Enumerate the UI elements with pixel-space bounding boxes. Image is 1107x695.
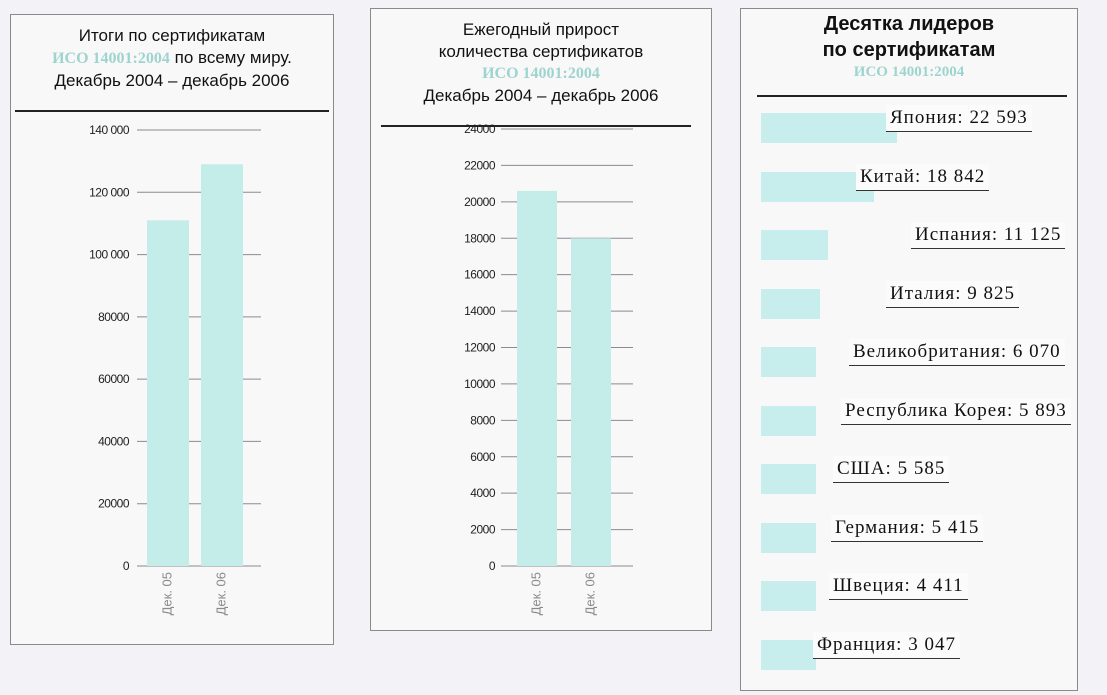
total-certificates-panel: Итоги по сертификатам ИСО 14001:2004 по … (10, 14, 334, 645)
chart1-title-line2-rest: по всему миру. (169, 48, 292, 67)
leader-bar (761, 464, 816, 494)
chart2-ytick-label: 14000 (464, 304, 496, 318)
leader-bar (761, 581, 816, 611)
leader-bar (761, 171, 875, 202)
chart3-title-line2: по сертификатам (822, 39, 996, 61)
chart1-plot: 0 20000 40000 60000 80000 100 000 120 000 140 0… (89, 123, 261, 615)
chart2-title-line4: Декабрь 2004 – декабрь 2006 (423, 86, 659, 105)
leader-bar (761, 113, 897, 143)
leader-bar (761, 639, 816, 670)
chart2-title-line2: количества сертификатов (438, 42, 644, 61)
chart1-ytick-label: 140 000 (89, 123, 130, 137)
leader-bar (761, 347, 816, 377)
chart2-title: Ежегодный прирост количества сертификато… (371, 19, 711, 107)
chart2-ytick-label: 4000 (470, 486, 496, 500)
leader-label: Испания: 11 125 (911, 222, 1066, 249)
chart2-ytick-label: 18000 (464, 231, 496, 245)
leader-label: Германия: 5 415 (831, 514, 984, 542)
chart1-bar (147, 220, 189, 567)
leader-label: Япония: 22 593 (886, 105, 1032, 132)
chart2-ytick-label: 6000 (470, 450, 496, 464)
leader-bar (761, 405, 816, 436)
leader-bar (761, 288, 821, 319)
leader-label: США: 5 585 (833, 456, 950, 483)
chart2-ytick-label: 12000 (464, 341, 496, 355)
leader-label: Китай: 18 842 (856, 163, 990, 191)
chart1-title-line1: Итоги по сертификатам (78, 26, 266, 45)
chart3-title: Десятка лидеров по сертификатам ИСО 1400… (741, 11, 1077, 81)
chart1-bar (201, 164, 243, 566)
leader-bar (761, 522, 816, 553)
chart2-bar (571, 238, 611, 566)
chart2-ytick-label: 20000 (464, 195, 496, 209)
chart2-ytick-label: 0 (489, 559, 496, 573)
chart1-ytick-label: 40000 (98, 434, 130, 448)
chart2-xcat-label: Дек. 06 (582, 572, 597, 615)
chart1-ytick-label: 60000 (98, 372, 130, 386)
chart3-title-rule (757, 95, 1067, 97)
leader-bar (761, 230, 828, 260)
chart1-title: Итоги по сертификатам ИСО 14001:2004 по … (11, 25, 333, 92)
chart2-ytick-label: 2000 (470, 523, 496, 537)
leader-label: Швеция: 4 411 (829, 573, 968, 600)
chart2-ytick-label: 8000 (470, 413, 496, 427)
chart2-ytick-label: 24000 (464, 122, 496, 136)
chart1-ytick-label: 80000 (98, 310, 130, 324)
chart2-ytick-label: 10000 (464, 377, 496, 391)
leader-label: Франция: 3 047 (813, 631, 960, 659)
chart2-bar (517, 190, 557, 567)
chart2-xcat-label: Дек. 05 (528, 572, 543, 615)
chart2-title-iso: ИСО 14001:2004 (482, 65, 600, 82)
top-ten-leaders-panel: Десятка лидеров по сертификатам ИСО 1400… (740, 8, 1078, 691)
chart2-plot: 0 2000 4000 6000 8000 10000 12000 14000 16000 180… (464, 122, 633, 615)
chart1-title-line2: ИСО 14001:2004 по всему миру. (11, 47, 333, 70)
annual-growth-panel: Ежегодный прирост количества сертификато… (370, 8, 712, 631)
chart1-title-iso: ИСО 14001:2004 (52, 50, 170, 67)
leader-label: Италия: 9 825 (886, 280, 1020, 308)
chart1-title-rule (15, 110, 329, 112)
chart2-ytick-label: 16000 (464, 268, 496, 282)
leader-label: Республика Корея: 5 893 (841, 397, 1071, 425)
chart1-ytick-label: 20000 (98, 497, 130, 511)
chart1-xcat-label: Дек. 05 (159, 572, 174, 615)
chart2-ytick-label: 22000 (464, 158, 496, 172)
chart1-ytick-label: 100 000 (89, 248, 130, 262)
chart2-title-line1: Ежегодный прирост (462, 20, 620, 39)
chart1-ytick-label: 120 000 (89, 185, 130, 199)
leader-label: Великобритания: 6 070 (849, 339, 1065, 366)
chart3-title-line1: Десятка лидеров (823, 13, 995, 35)
chart1-xcat-label: Дек. 06 (213, 572, 228, 615)
chart1-ytick-label: 0 (123, 559, 130, 573)
chart2-title-rule (381, 125, 691, 127)
chart1-title-line3: Декабрь 2004 – декабрь 2006 (54, 71, 290, 90)
chart3-title-iso: ИСО 14001:2004 (853, 64, 965, 80)
